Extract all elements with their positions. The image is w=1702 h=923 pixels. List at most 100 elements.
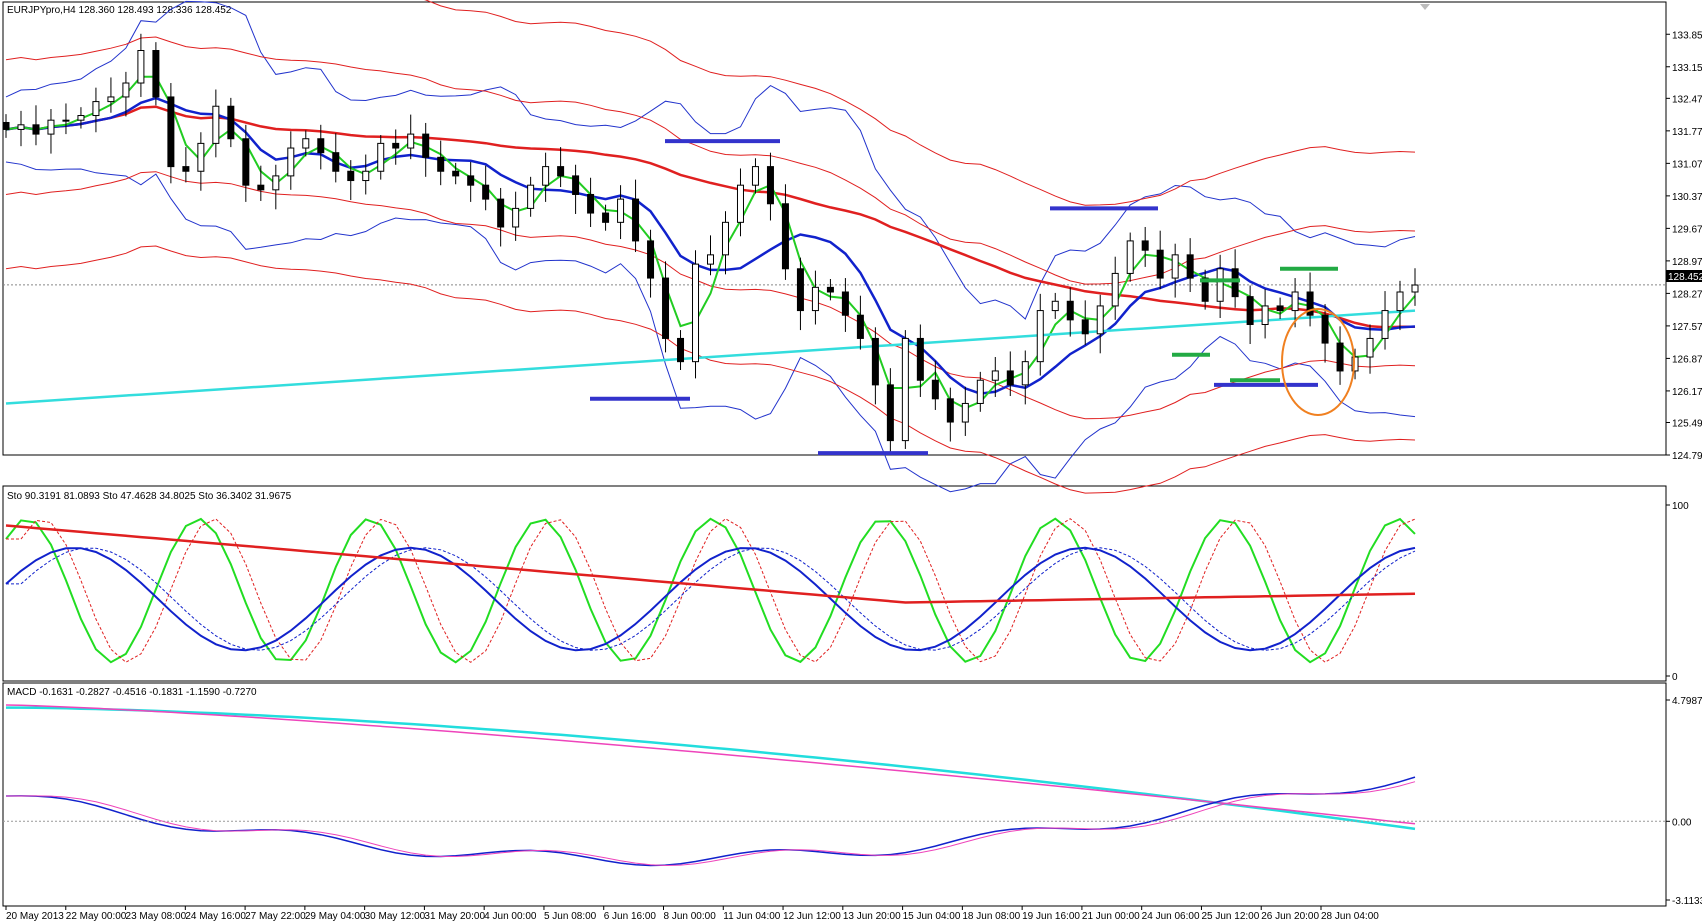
candle-body <box>751 166 759 186</box>
candle-body <box>796 268 804 312</box>
time-tick-label: 6 Jun 16:00 <box>604 911 657 922</box>
candle-body <box>811 286 819 312</box>
candle-body <box>167 96 175 168</box>
time-tick-label: 28 Jun 04:00 <box>1321 911 1379 922</box>
candle-body <box>1411 284 1419 293</box>
price-tick-label: 128.970 <box>1672 257 1702 268</box>
time-tick-label: 24 Jun 06:00 <box>1142 911 1200 922</box>
candle-body <box>1336 342 1344 372</box>
candle-body <box>1021 361 1029 386</box>
candle-body <box>17 124 25 130</box>
price-tick-label: 129.670 <box>1672 224 1702 235</box>
sto-tick-label: 0 <box>1672 672 1678 683</box>
time-tick-label: 11 Jun 04:00 <box>723 911 781 922</box>
candle-body <box>1141 240 1149 251</box>
candle-body <box>317 138 325 154</box>
price-tick-label: 126.870 <box>1672 354 1702 365</box>
macd-tick-label: 4.7987 <box>1672 696 1702 707</box>
ma-fast-line <box>5 75 1416 410</box>
ma-long-line <box>5 105 1415 329</box>
candle-body <box>467 175 475 186</box>
candle-body <box>826 286 834 293</box>
candle-body <box>766 166 774 205</box>
time-tick-label: 20 May 2013 <box>6 911 64 922</box>
stochastic-pane[interactable] <box>2 485 1667 682</box>
candle-body <box>1246 296 1254 326</box>
candle-body <box>47 119 55 135</box>
candle-body <box>362 170 370 182</box>
candle-body <box>242 138 250 186</box>
candle-body <box>841 291 849 316</box>
candle-body <box>572 175 580 195</box>
candle-body <box>1261 305 1269 326</box>
candle-body <box>212 105 220 144</box>
candle-body <box>1321 314 1329 344</box>
candle-body <box>392 142 400 149</box>
candle-body <box>482 184 490 200</box>
candle-body <box>1081 319 1089 335</box>
candle-body <box>1171 254 1179 279</box>
candle-body <box>1396 291 1404 312</box>
time-tick-label: 4 Jun 00:00 <box>484 911 537 922</box>
time-tick-label: 31 May 20:00 <box>424 911 485 922</box>
candle-body <box>347 170 355 182</box>
candle-body <box>377 142 385 172</box>
candle-body <box>332 152 340 172</box>
candle-body <box>272 175 280 191</box>
candle-body <box>527 184 535 209</box>
macd-pink-line <box>5 704 1416 825</box>
time-tick-label: 25 Jun 12:00 <box>1201 911 1259 922</box>
candle-body <box>452 170 460 177</box>
bollinger-inner-lower <box>5 161 1416 493</box>
candle-body <box>407 133 415 149</box>
sto-fast-signal <box>6 518 1416 663</box>
macd-tick-label: -3.1133 <box>1672 896 1702 907</box>
candle-body <box>662 277 670 339</box>
price-tick-label: 133.150 <box>1672 63 1702 74</box>
macd-pane[interactable] <box>2 682 1667 907</box>
sto-mid-line <box>5 546 1416 652</box>
scroll-marker-icon[interactable] <box>1420 4 1430 10</box>
candle-body <box>542 166 550 186</box>
candle-body <box>1051 300 1059 312</box>
candle-body <box>991 370 999 381</box>
time-tick-label: 18 Jun 08:00 <box>962 911 1020 922</box>
candle-body <box>1006 370 1014 386</box>
time-tick-label: 13 Jun 20:00 <box>843 911 901 922</box>
time-tick-label: 22 May 00:00 <box>66 911 127 922</box>
candle-body <box>122 82 130 98</box>
candle-body <box>77 115 85 121</box>
time-tick-label: 27 May 22:00 <box>245 911 306 922</box>
time-tick-label: 19 Jun 16:00 <box>1022 911 1080 922</box>
candle-body <box>871 337 879 386</box>
candle-body <box>961 402 969 423</box>
price-pane[interactable] <box>2 1 1667 456</box>
candle-body <box>1156 249 1164 279</box>
candle-body <box>1201 277 1209 302</box>
candle-body <box>1126 240 1134 274</box>
candle-body <box>587 193 595 214</box>
candle-body <box>856 314 864 339</box>
candle-body <box>707 254 714 265</box>
candle-body <box>692 263 700 363</box>
candle-body <box>1096 305 1104 335</box>
candle-body <box>557 166 565 177</box>
macd-header: MACD -0.1631 -0.2827 -0.4516 -0.1831 -1.… <box>7 687 257 698</box>
time-tick-label: 24 May 16:00 <box>185 911 246 922</box>
candle-body <box>1351 356 1359 372</box>
price-tick-label: 126.170 <box>1672 387 1702 398</box>
bollinger-outer-lower <box>5 245 1416 494</box>
candle-body <box>617 198 625 223</box>
price-tick-label: 131.070 <box>1672 159 1702 170</box>
candle-body <box>901 337 909 442</box>
price-tick-label: 130.370 <box>1672 192 1702 203</box>
candle-body <box>1381 310 1389 339</box>
candle-body <box>1276 305 1284 312</box>
candle-body <box>946 398 954 423</box>
stochastic-header: Sto 90.3191 81.0893 Sto 47.4628 34.8025 … <box>7 491 292 502</box>
candle-body <box>781 203 789 270</box>
candle-body <box>721 221 729 256</box>
time-tick-label: 15 Jun 04:00 <box>903 911 961 922</box>
bollinger-outer-upper <box>424 0 1416 206</box>
